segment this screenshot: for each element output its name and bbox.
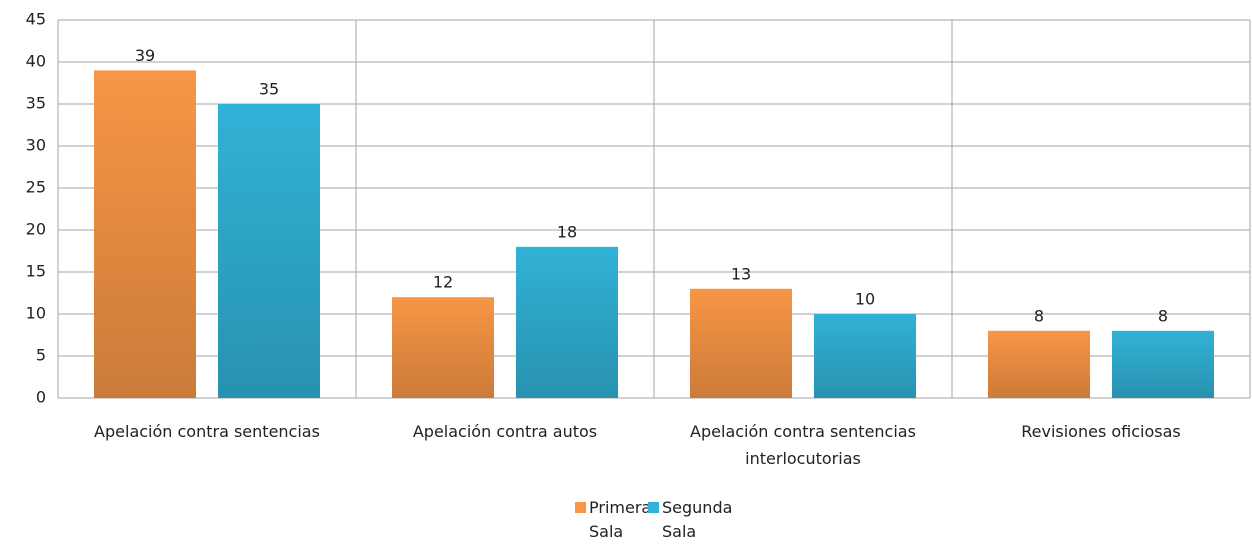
bar xyxy=(218,104,320,398)
data-label: 12 xyxy=(433,273,453,292)
y-tick-label: 0 xyxy=(36,388,46,407)
x-tick-label: Revisiones oficiosas xyxy=(1021,422,1181,441)
x-tick-label: Apelación contra sentencias xyxy=(94,422,320,441)
y-tick-label: 30 xyxy=(26,136,46,155)
bar xyxy=(988,330,1090,398)
data-label: 8 xyxy=(1034,306,1044,325)
bar xyxy=(392,297,494,398)
data-label: 8 xyxy=(1158,306,1168,325)
legend-swatch xyxy=(648,502,659,513)
y-tick-label: 25 xyxy=(26,178,46,197)
y-tick-label: 40 xyxy=(26,52,46,71)
y-tick-label: 45 xyxy=(26,10,46,29)
data-label: 18 xyxy=(557,222,577,241)
x-tick-label: Apelación contra sentencias interlocutori… xyxy=(690,422,916,468)
y-tick-label: 15 xyxy=(26,262,46,281)
bar xyxy=(690,288,792,398)
data-label: 13 xyxy=(731,264,751,283)
y-tick-label: 5 xyxy=(36,346,46,365)
data-label: 10 xyxy=(855,290,875,309)
bar xyxy=(516,246,618,398)
y-tick-label: 10 xyxy=(26,304,46,323)
data-label: 35 xyxy=(259,80,279,99)
y-tick-label: 20 xyxy=(26,220,46,239)
bar xyxy=(1112,330,1214,398)
legend-swatch xyxy=(575,502,586,513)
data-label: 39 xyxy=(135,46,155,65)
y-tick-label: 35 xyxy=(26,94,46,113)
legend-label: Segunda Sala xyxy=(662,498,732,541)
bar xyxy=(814,314,916,398)
x-tick-label: Apelación contra autos xyxy=(413,422,597,441)
bar xyxy=(94,70,196,399)
legend-label: Primera Sala xyxy=(589,498,651,541)
